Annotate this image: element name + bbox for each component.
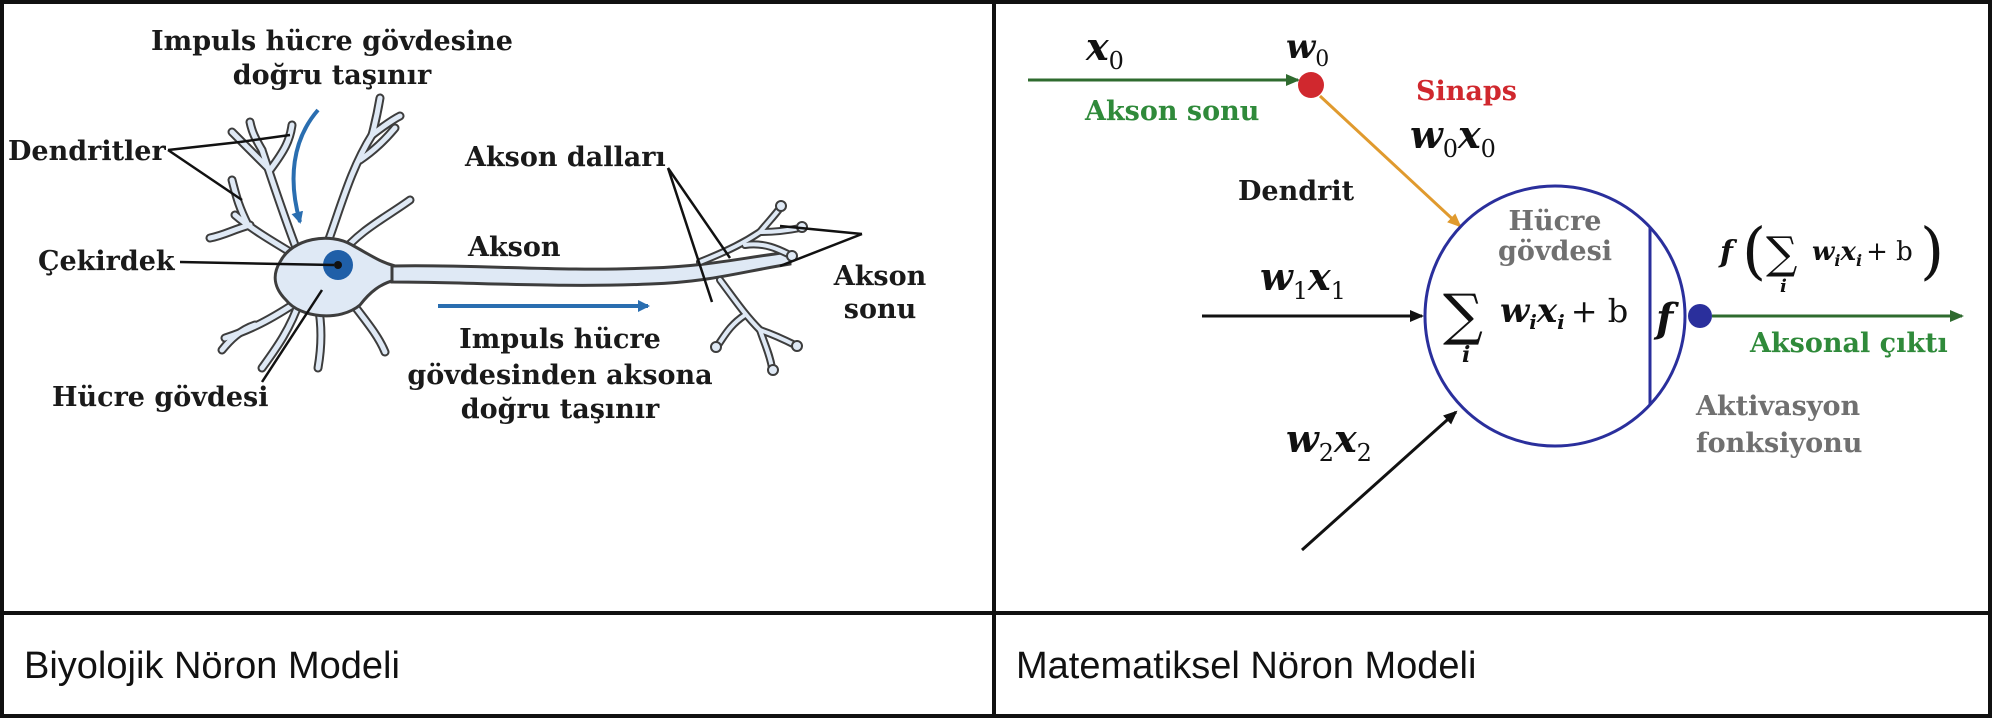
label-axonal-output: Aksonal çıktı bbox=[1749, 328, 1948, 359]
label-axon-end: Akson sonu bbox=[1084, 96, 1259, 127]
label-x0: x0 bbox=[1085, 24, 1124, 75]
label-impulse-out-1: Impuls hücre bbox=[459, 324, 661, 355]
label-synapse: Sinaps bbox=[1416, 76, 1517, 107]
sum-index: i bbox=[1462, 342, 1470, 368]
label-dendrite: Dendrit bbox=[1238, 176, 1355, 207]
out-term: wixi + b bbox=[1812, 237, 1913, 270]
synapse-node bbox=[1298, 72, 1324, 98]
cell-body-circle bbox=[1423, 184, 1687, 448]
label-cell-body: Hücre gövdesi bbox=[52, 382, 268, 413]
label-dendrites: Dendritler bbox=[8, 136, 166, 167]
sum-term: wixi + b bbox=[1500, 291, 1628, 334]
out-lparen: ( bbox=[1742, 214, 1766, 287]
out-f: f bbox=[1718, 235, 1738, 270]
label-axon-terminal-2: sonu bbox=[844, 294, 916, 325]
label-nucleus: Çekirdek bbox=[38, 246, 176, 277]
out-sum-index: i bbox=[1780, 276, 1787, 297]
label-activation-1: Aktivasyon bbox=[1695, 391, 1860, 422]
label-impulse-out-3: doğru taşınır bbox=[461, 394, 660, 425]
caption-biological: Biyolojik Nöron Modeli bbox=[24, 645, 400, 687]
sum-sign: ∑ bbox=[1443, 283, 1483, 348]
label-activation-2: fonksiyonu bbox=[1696, 428, 1862, 459]
mathematical-labels: x0 w0 Akson sonu Sinaps w0x0 Dendrit Hüc… bbox=[1084, 24, 1948, 467]
out-rparen: ) bbox=[1920, 214, 1944, 287]
label-impulse-in-1: Impuls hücre gövdesine bbox=[151, 26, 513, 57]
label-axon-branches: Akson dalları bbox=[464, 142, 666, 173]
leader-lines bbox=[167, 133, 863, 383]
label-w0: w0 bbox=[1286, 27, 1329, 72]
w2x2-line bbox=[1300, 410, 1458, 552]
mathematical-neuron-drawing bbox=[1028, 72, 1964, 552]
label-impulse-in-2: doğru taşınır bbox=[233, 60, 432, 91]
label-axon: Akson bbox=[467, 232, 561, 263]
label-cell-body-1: Hücre bbox=[1509, 206, 1602, 237]
w0x0-line bbox=[1318, 94, 1462, 228]
activation-f: f bbox=[1653, 295, 1679, 342]
label-w2x2: w2x2 bbox=[1286, 416, 1372, 467]
biological-labels: Impuls hücre gövdesine doğru taşınır Den… bbox=[8, 26, 927, 425]
axon-shape bbox=[390, 250, 792, 287]
out-sum-sign: ∑ bbox=[1766, 228, 1797, 279]
impulse-in-arrow bbox=[291, 108, 320, 224]
caption-mathematical: Matematiksel Nöron Modeli bbox=[1016, 645, 1476, 687]
label-impulse-out-2: gövdesinden aksona bbox=[407, 360, 712, 391]
terminal-buttons bbox=[710, 200, 808, 376]
biological-neuron-drawing bbox=[167, 93, 863, 383]
label-w0x0: w0x0 bbox=[1410, 112, 1496, 163]
output-node bbox=[1688, 304, 1712, 328]
label-cell-body-2: gövdesi bbox=[1498, 236, 1612, 267]
label-axon-terminal-1: Akson bbox=[833, 261, 927, 292]
label-w1x1: w1x1 bbox=[1260, 254, 1346, 305]
